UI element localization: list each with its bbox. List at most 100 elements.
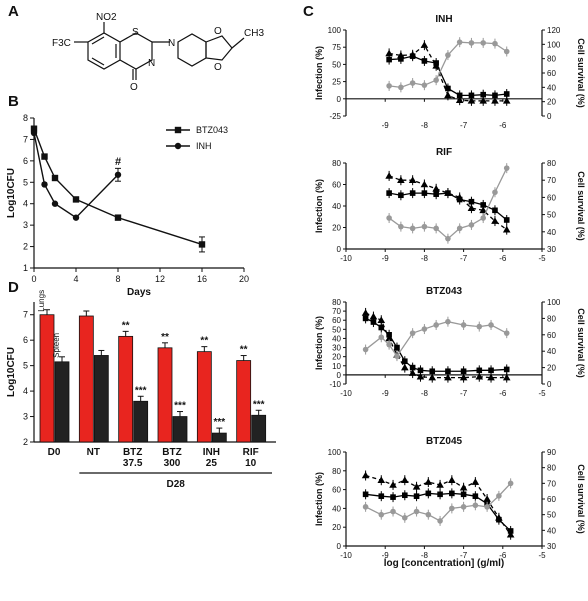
data-point [456,39,463,45]
significance-mark: *** [174,401,186,412]
x-axis-label: Days [127,287,151,298]
subplot-title: BTZ045 [426,436,463,447]
x-tick-label: -5 [538,551,546,560]
y-axis-label-right: Cell survival (%) [576,308,586,378]
data-point [433,225,439,232]
data-point [417,367,424,374]
data-point [385,334,393,342]
data-point [444,91,452,99]
y-tick-label: 7 [23,310,28,320]
data-point [390,508,396,515]
data-point [378,493,385,499]
data-point [492,207,498,214]
data-point [503,217,510,223]
chemical-structure [74,22,245,80]
x-tick-label: -9 [382,254,390,263]
data-point [492,40,498,47]
data-point [377,476,386,483]
data-point [456,225,463,232]
y-tick-label: 80 [332,467,341,476]
y-axis-label-left: Infection (%) [314,472,324,526]
bar [211,432,227,443]
data-point [437,518,443,524]
y-tick-label: 20 [332,353,341,362]
data-point [408,176,417,183]
significance-mark: ** [161,332,169,343]
group-label: D0 [48,447,61,458]
y-tick-label: 80 [332,159,341,168]
data-point [429,368,436,375]
y-tick-label: 4 [23,386,28,396]
x-tick-label: -9 [382,551,390,560]
data-point [432,185,440,192]
data-point [378,334,385,341]
x-tick-label: -8 [421,551,429,560]
dioxolane-ring [205,35,233,61]
data-point [41,181,48,188]
data-point [460,368,467,375]
data-point [459,373,468,381]
group-label: 37.5 [123,458,143,469]
data-point [386,56,392,63]
data-point [479,97,487,104]
data-point [432,61,440,69]
series-line [33,128,203,246]
data-point [436,481,444,488]
x-tick-label: -6 [499,254,507,263]
group-label: BTZ [123,447,142,458]
series-line [33,132,119,219]
y-axis-label-right: Cell survival (%) [576,464,586,534]
data-point [413,493,420,499]
y-tick-label: 0 [337,95,342,104]
data-point [449,505,455,512]
data-point [362,504,369,510]
subplot-title: INH [435,14,452,25]
x-tick-label: 12 [155,274,165,284]
data-point [72,214,80,221]
data-point [502,373,511,381]
x-tick-label: -5 [538,254,546,263]
y-tick-label-right: 80 [547,55,556,64]
x-tick-label: -6 [499,551,507,560]
data-point [421,223,428,230]
data-point [369,312,378,320]
inline-label-lungs: Lungs [37,290,46,312]
data-point [114,214,122,221]
data-point [425,511,432,518]
x-tick-label: -5 [538,389,546,398]
y-tick-label: -10 [329,380,341,389]
y-tick-label: 6 [23,335,28,345]
bar [78,315,94,443]
data-point [421,58,428,64]
y-tick-label: 3 [23,412,28,422]
data-point [413,508,420,515]
data-point [484,504,490,510]
subplot-btz045: BTZ045 0 20 40 60 80 100 30 40 50 60 70 80 90 -10 -9 -8 -… [314,436,586,560]
y-tick-label-right: 60 [547,495,556,504]
data-point [390,494,396,500]
data-point [488,367,494,374]
data-point [362,346,369,353]
data-point [361,309,370,316]
data-point [503,91,510,97]
data-point [468,40,475,46]
data-point [445,52,451,58]
data-point [394,353,400,359]
data-point [503,330,510,336]
data-point [386,215,392,221]
bar [251,414,267,443]
y-tick-label-right: 80 [547,464,556,473]
group-label: INH [203,447,220,458]
data-point [420,41,429,48]
y-tick-label: 60 [332,316,341,325]
x-tick-label: -8 [421,389,429,398]
y-tick-label-right: 50 [547,211,556,220]
x-tick-label: -9 [382,121,390,130]
significance-mark: # [115,156,121,168]
data-point [41,153,48,160]
benzene-ring [87,32,121,70]
no2-label: NO2 [96,12,117,23]
y-tick-label: 0 [337,371,342,380]
y-tick-label: 75 [332,43,341,52]
